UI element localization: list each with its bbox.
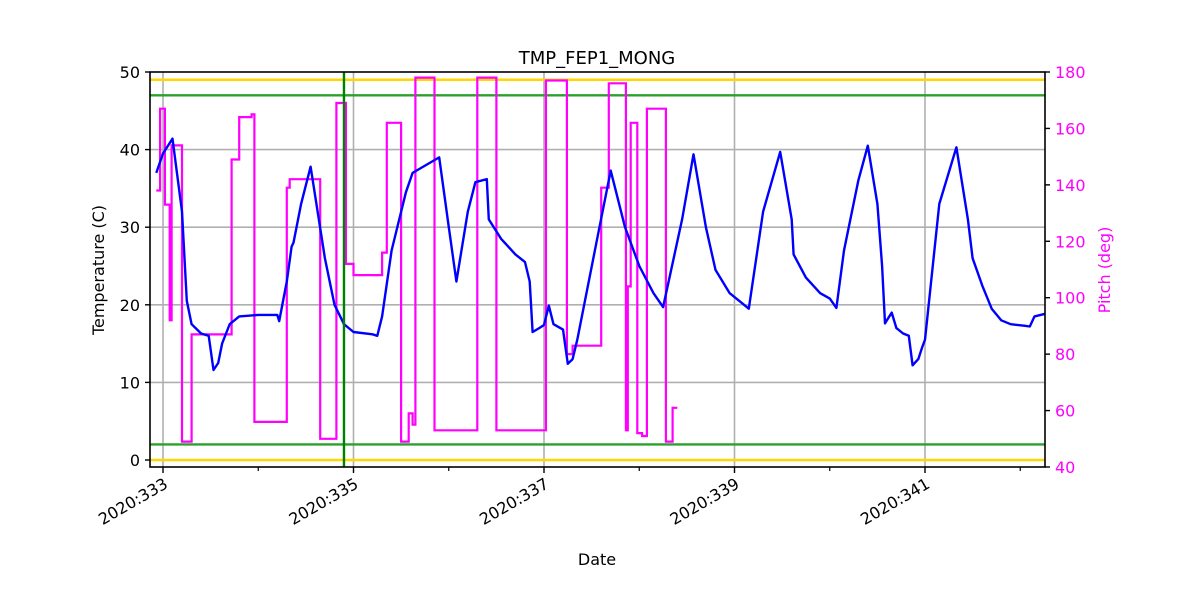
x-axis-label: Date [578,550,616,569]
chart-title: TMP_FEP1_MONG [518,48,676,69]
plot-area-frame [149,71,1046,468]
y2-tick-label: 80 [1055,345,1075,364]
y-axis-right: 40 60 80 100 120 140 160 180 [1045,63,1086,477]
y2-axis-label: Pitch (deg) [1095,227,1114,314]
y2-tick-label: 160 [1055,119,1086,138]
y-axis-left: 0 10 20 30 40 50 [120,63,150,470]
reference-lines [150,78,1045,462]
y2-tick-label: 100 [1055,289,1086,308]
y-tick-label: 20 [120,296,140,315]
y2-tick-label: 40 [1055,458,1075,477]
y2-tick-label: 120 [1055,232,1086,251]
y2-tick-label: 140 [1055,176,1086,195]
y-tick-label: 0 [130,451,140,470]
y2-tick-label: 60 [1055,402,1075,421]
y-tick-label: 30 [120,218,140,237]
y-axis-label: Temperature (C) [89,205,108,336]
y-tick-label: 10 [120,373,140,392]
temperature-series-line [155,137,1045,372]
y-tick-label: 40 [120,141,140,160]
y2-tick-label: 180 [1055,63,1086,82]
y-tick-label: 50 [120,63,140,82]
